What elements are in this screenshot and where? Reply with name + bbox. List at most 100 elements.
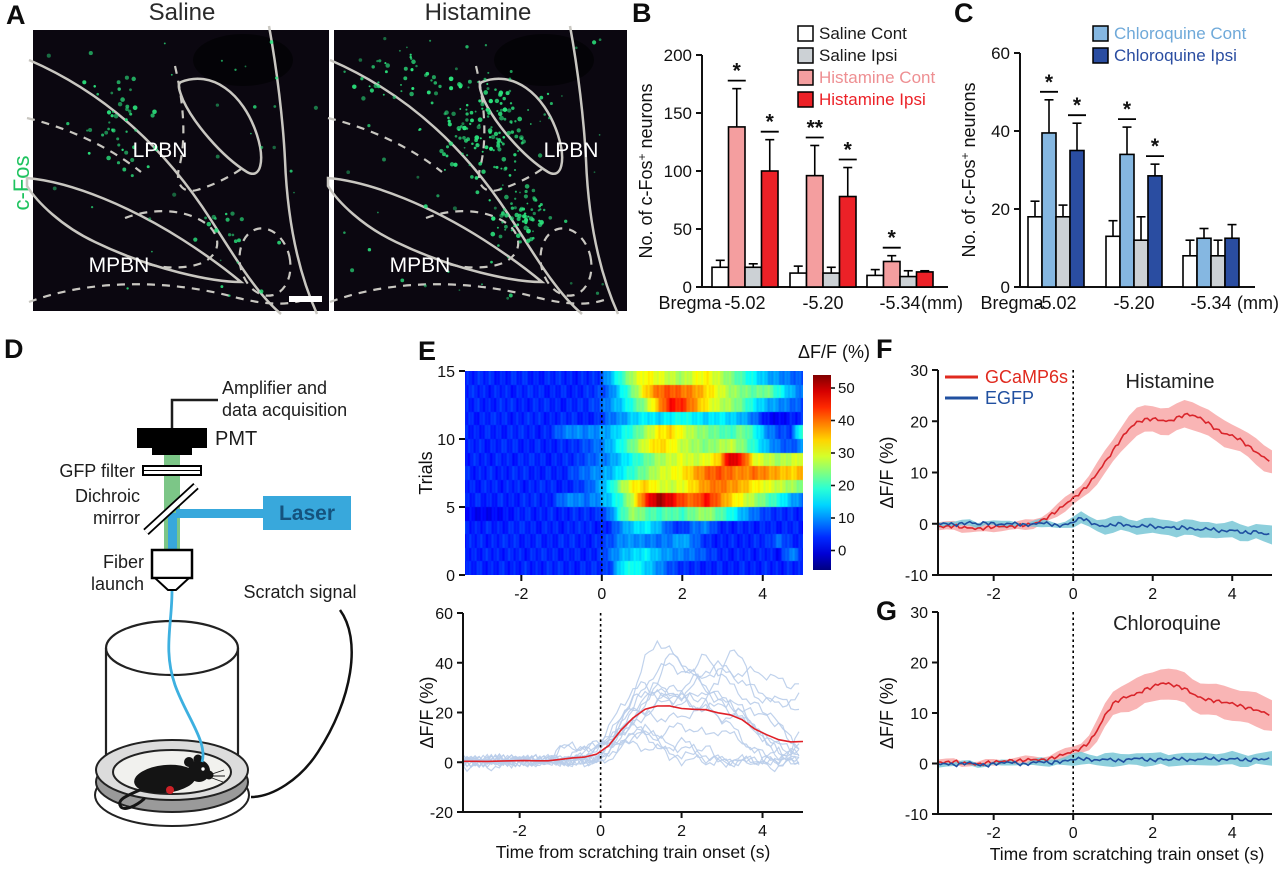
sem-band xyxy=(938,511,1272,545)
traces-y-tick: 60 xyxy=(435,606,453,623)
y-tick-label: 200 xyxy=(664,46,692,65)
fiber-launch-label-line1: Fiber xyxy=(103,552,144,572)
colorbar-tick: 40 xyxy=(838,413,855,430)
plot-title: Histamine xyxy=(1126,371,1215,393)
bar-histamine-ipsi xyxy=(760,170,779,288)
traces-y-label: ΔF/F (%) xyxy=(417,676,437,748)
bar-saline-cont xyxy=(711,266,730,288)
pmt-box xyxy=(137,428,207,448)
legend-label: Chloroquine Ipsi xyxy=(1114,46,1237,65)
y-axis-label: No. of c-Fos+ neurons xyxy=(958,82,979,257)
laser-label: Laser xyxy=(279,502,335,525)
traces-x-tick: 0 xyxy=(596,823,605,840)
y-axis-label: ΔF/F (%) xyxy=(877,436,897,508)
trial-trace xyxy=(462,653,800,768)
legend-swatch xyxy=(797,47,814,64)
x-tick-label: 4 xyxy=(1228,586,1237,603)
legend-swatch xyxy=(1092,47,1109,64)
panel-label-a: A xyxy=(6,0,26,30)
blue-beam-vertical xyxy=(168,513,177,563)
bar-saline-ipsi xyxy=(744,266,763,288)
trial-trace xyxy=(462,722,800,773)
trials-heatmap xyxy=(465,371,803,575)
colorbar xyxy=(813,375,831,570)
mouse-eye xyxy=(201,767,205,771)
micrograph-title-saline: Saline xyxy=(148,0,216,26)
blue-beam-horizontal xyxy=(176,509,263,518)
mean-line-egfp xyxy=(937,516,1270,536)
region-label-mpbn: MPBN xyxy=(89,254,150,277)
legend-label: Histamine Ipsi xyxy=(819,90,926,109)
heatmap-y-tick: 5 xyxy=(446,500,455,517)
bar-saline-ipsi xyxy=(1210,255,1226,288)
x-category-label: -5.34 xyxy=(1190,293,1231,313)
y-tick-label: 20 xyxy=(910,414,928,431)
bar-histamine-cont xyxy=(727,126,746,288)
panel-label-d: D xyxy=(4,334,24,364)
bar-saline-cont xyxy=(1182,255,1198,288)
bar-saline-cont xyxy=(866,274,885,288)
traces-y-tick: 40 xyxy=(435,656,453,673)
panel-label-c: C xyxy=(954,0,974,28)
panel-label-e: E xyxy=(418,336,437,366)
mouse-body xyxy=(134,764,196,794)
cfos-neuron-dots xyxy=(46,40,318,297)
heatmap-x-tick: 4 xyxy=(758,586,767,603)
legend-label: Saline Cont xyxy=(819,24,907,43)
saline-micrograph: LPBN MPBN xyxy=(25,25,329,315)
bar-saline-ipsi xyxy=(1055,216,1071,288)
gfp-filter-label: GFP filter xyxy=(59,461,135,481)
significance-marker: * xyxy=(766,111,775,134)
y-tick-label: 30 xyxy=(910,363,928,380)
legend-label: Histamine Cont xyxy=(819,68,935,87)
x-axis-prefix: Bregma xyxy=(980,293,1044,313)
x-tick-label: 0 xyxy=(1069,586,1078,603)
y-tick-label: 40 xyxy=(991,122,1010,141)
amplifier-wire xyxy=(170,398,218,428)
legend-swatch xyxy=(797,69,814,86)
scratch-signal-label: Scratch signal xyxy=(243,582,356,602)
x-axis-unit: (mm) xyxy=(921,293,963,313)
dichroic-mirror-face xyxy=(144,484,198,534)
colorbar-tick: 50 xyxy=(838,380,855,397)
line-plot-histamine: -10 0 10 20 30 -2 0 2 4 ΔF/F (%) Histamine GCaMP6sE… xyxy=(877,363,1272,603)
heatmap-y-label: Trials xyxy=(416,451,436,494)
x-axis-prefix: Bregma xyxy=(658,293,722,313)
traces-y-tick: -20 xyxy=(430,805,453,822)
region-label-mpbn: MPBN xyxy=(390,254,451,277)
region-label-lpbn: LPBN xyxy=(544,139,599,162)
micrograph-title-histamine: Histamine xyxy=(424,0,532,26)
sem-band xyxy=(938,400,1272,533)
cylinder-top xyxy=(104,619,240,677)
traces-x-label: Time from scratching train onset (s) xyxy=(496,842,771,862)
cfos-neuron-dots xyxy=(343,37,604,300)
significance-marker: * xyxy=(733,60,742,83)
y-tick-label: 150 xyxy=(664,104,692,123)
bar-saline-ipsi xyxy=(899,275,918,288)
y-tick-label: 0 xyxy=(683,278,692,297)
y-tick-label: 20 xyxy=(991,200,1010,219)
legend-label: EGFP xyxy=(985,388,1034,408)
colorbar-tick: 20 xyxy=(838,478,855,495)
panel-label-g: G xyxy=(876,596,898,626)
traces-y-tick: 20 xyxy=(435,706,453,723)
heatmap-x-tick: -2 xyxy=(514,586,528,603)
y-tick-label: 0 xyxy=(919,517,928,534)
amplifier-label-line1: Amplifier and xyxy=(222,378,327,398)
mouse-head xyxy=(188,760,210,782)
photometry-setup-diagram: Amplifier and data acquisition PMT GFP f… xyxy=(59,378,357,827)
legend-label: GCaMP6s xyxy=(985,367,1068,387)
bar-chloroquine-cont xyxy=(1041,132,1057,288)
legend-label: Chloroquine Cont xyxy=(1114,24,1247,43)
significance-marker: ** xyxy=(807,116,824,139)
colorbar-tick: 30 xyxy=(838,445,855,462)
bar-chloroquine-cont xyxy=(1196,237,1212,288)
x-category-label: -5.20 xyxy=(1113,293,1154,313)
x-category-label: -5.02 xyxy=(1035,293,1076,313)
trial-trace xyxy=(462,639,800,769)
bar-saline-ipsi xyxy=(822,272,841,288)
bar-chloroquine-ipsi xyxy=(1147,175,1163,288)
heatmap-y-tick: 15 xyxy=(437,364,455,381)
